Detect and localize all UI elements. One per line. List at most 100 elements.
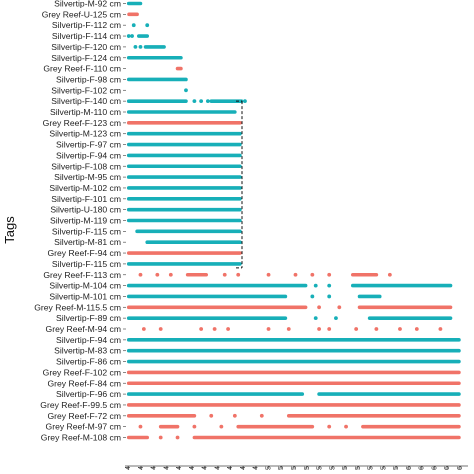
detection-point	[205, 99, 210, 104]
y-tick-label: Silvertip-F-124 cm	[51, 53, 121, 63]
y-tick-label: Silvertip-F-86 cm	[56, 357, 121, 367]
x-tick-label: 4	[176, 466, 183, 470]
x-tick-label: 4	[240, 466, 247, 470]
y-tick-label: Silvertip-M-123 cm	[49, 129, 121, 139]
y-tick-label: Silvertip-U-180 cm	[50, 205, 121, 215]
detection-point	[266, 327, 271, 331]
y-tick-label: Grey Reef-M-108 cm	[41, 433, 121, 443]
y-tick-label: Silvertip-F-140 cm	[51, 96, 121, 106]
y-tick-label: Silvertip-M-102 cm	[49, 183, 121, 193]
y-axis-title: Tags	[2, 216, 17, 244]
detection-point	[168, 272, 173, 277]
y-tick-label: Grey Reef-M-94 cm	[46, 324, 121, 334]
detection-point	[317, 327, 321, 331]
x-tick-label: 5	[304, 466, 311, 470]
detection-point	[414, 327, 419, 331]
x-tick-label: 6	[457, 466, 464, 470]
series-row	[126, 316, 453, 321]
x-tick-label: 5	[355, 466, 362, 470]
detection-point	[184, 88, 188, 93]
series-row	[138, 424, 461, 429]
y-tick-label: Grey Reef-F-110 cm	[43, 64, 121, 74]
y-tick-label: Silvertip-F-94 cm	[56, 150, 121, 160]
series-row	[126, 99, 247, 104]
detection-point	[236, 272, 241, 277]
y-tick-label: Grey Reef-F-123 cm	[43, 118, 121, 128]
y-tick-label: Grey Reef-M-97 cm	[46, 422, 121, 432]
series-row	[126, 34, 150, 38]
x-tick-labels: 4 4 4 4 4 4 4 4 4 4 4 5 5 5 5 5 5 5 5 5 5 5 6 6 6 6 6	[125, 466, 464, 470]
detection-point	[175, 435, 180, 440]
detection-point	[126, 34, 131, 38]
x-tick-label: 4	[163, 466, 170, 470]
detection-point	[209, 413, 214, 418]
y-tick-label: Silvertip-M-81 cm	[54, 237, 121, 247]
y-tick-label: Grey Reef-F-94 cm	[47, 248, 121, 258]
x-tick-label: 4	[253, 466, 260, 470]
x-tick-label: 4	[151, 466, 158, 470]
series-row	[131, 23, 150, 28]
series-row	[141, 327, 443, 331]
detection-point	[344, 424, 348, 429]
x-tick-label: 5	[265, 466, 272, 470]
series-layer	[126, 1, 461, 440]
detection-point	[130, 34, 134, 38]
detection-point	[141, 327, 146, 331]
gridlines	[123, 3, 468, 467]
x-tick-label: 4	[214, 466, 221, 470]
y-tick-label: Silvertip-M-104 cm	[49, 281, 121, 291]
detection-point	[327, 283, 332, 288]
detection-point	[374, 327, 379, 331]
y-tick-label: Grey Reef-F-84 cm	[47, 378, 121, 388]
y-tick-label: Silvertip-F-101 cm	[51, 194, 121, 204]
detection-point	[232, 413, 237, 418]
detection-point	[138, 424, 143, 429]
x-tick-label: 6	[419, 466, 426, 470]
detection-point	[138, 272, 143, 277]
x-tick-label: 5	[291, 466, 298, 470]
x-tick-label: 5	[368, 466, 375, 470]
series-row	[133, 45, 166, 49]
x-tick-label: 4	[227, 466, 234, 470]
detection-point	[387, 272, 392, 277]
y-tick-label: Silvertip-F-102 cm	[51, 85, 121, 95]
y-tick-label: Silvertip-F-108 cm	[51, 161, 121, 171]
series-row	[184, 88, 188, 93]
x-tick-label: 4	[125, 466, 132, 470]
detection-point	[327, 272, 332, 277]
detection-point	[317, 305, 321, 310]
detection-point	[313, 283, 318, 288]
y-tick-label: Silvertip-M-83 cm	[54, 346, 121, 356]
detection-point	[354, 327, 359, 331]
y-tick-label: Grey Reef-F-99.5 cm	[40, 400, 121, 410]
y-tick-label: Silvertip-M-110 cm	[50, 107, 121, 117]
y-tick-label: Silvertip-M-92 cm	[54, 0, 121, 9]
y-tick-label: Grey Reef-F-102 cm	[43, 367, 121, 377]
detection-point	[310, 272, 315, 277]
detection-point	[133, 45, 138, 49]
y-tick-label: Grey Reef-F-72 cm	[47, 411, 121, 421]
series-row	[126, 305, 453, 310]
x-tick-label: 6	[406, 466, 413, 470]
y-tick-label: Silvertip-M-101 cm	[49, 291, 121, 301]
detection-point	[192, 99, 197, 104]
detection-point	[158, 327, 163, 331]
detection-point	[334, 316, 338, 321]
y-tick-label: Grey Reef-F-113 cm	[43, 270, 121, 280]
x-tick-label: 5	[317, 466, 324, 470]
y-tick-label: Silvertip-F-89 cm	[56, 313, 121, 323]
y-tick-label: Silvertip-F-98 cm	[56, 74, 121, 84]
y-tick-label: Silvertip-F-96 cm	[56, 389, 121, 399]
detection-point	[199, 99, 204, 104]
x-tick-label: 5	[393, 466, 400, 470]
y-tick-label: Silvertip-M-95 cm	[54, 172, 121, 182]
x-tick-label: 5	[342, 466, 349, 470]
detection-point	[226, 327, 231, 331]
detection-point	[212, 327, 217, 331]
detection-point	[337, 305, 342, 310]
series-row	[138, 272, 392, 277]
detection-point	[192, 424, 197, 429]
x-tick-label: 6	[444, 466, 451, 470]
x-tick-label: 5	[278, 466, 285, 470]
